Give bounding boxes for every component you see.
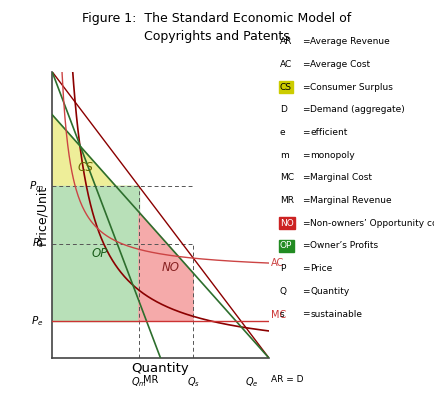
Polygon shape xyxy=(52,115,139,212)
Text: $P_e$: $P_e$ xyxy=(31,314,43,328)
Text: Average Cost: Average Cost xyxy=(310,60,371,69)
Text: =: = xyxy=(302,83,309,92)
Text: Owner’s Profits: Owner’s Profits xyxy=(310,242,378,250)
Text: =: = xyxy=(302,37,309,46)
Text: =: = xyxy=(302,287,309,296)
Text: MR: MR xyxy=(280,196,294,205)
Text: Average Revenue: Average Revenue xyxy=(310,37,390,46)
X-axis label: Quantity: Quantity xyxy=(132,362,190,375)
Text: =: = xyxy=(302,105,309,114)
Text: AR: AR xyxy=(280,37,293,46)
Text: efficient: efficient xyxy=(310,128,348,137)
Text: Non-owners’ Opportunity costs: Non-owners’ Opportunity costs xyxy=(310,219,434,228)
Text: $P_s$: $P_s$ xyxy=(32,237,43,250)
Text: =: = xyxy=(302,60,309,69)
Text: Marginal Revenue: Marginal Revenue xyxy=(310,196,392,205)
Text: =: = xyxy=(302,196,309,205)
Text: =: = xyxy=(302,174,309,182)
Text: $Q_m$: $Q_m$ xyxy=(131,375,147,389)
Text: MC: MC xyxy=(271,310,286,320)
Polygon shape xyxy=(139,212,193,321)
Text: m: m xyxy=(280,151,289,160)
Text: Figure 1:  The Standard Economic Model of: Figure 1: The Standard Economic Model of xyxy=(82,12,352,25)
Text: sustainable: sustainable xyxy=(310,310,362,318)
Text: MC: MC xyxy=(280,174,294,182)
Text: OP: OP xyxy=(280,242,293,250)
Text: CS: CS xyxy=(77,160,93,174)
Text: AC: AC xyxy=(280,60,292,69)
Text: s: s xyxy=(280,310,285,318)
Text: Copyrights and Patents: Copyrights and Patents xyxy=(144,30,290,43)
Text: AR = D: AR = D xyxy=(271,375,304,384)
Text: Marginal Cost: Marginal Cost xyxy=(310,174,372,182)
Text: OP: OP xyxy=(92,247,108,260)
Text: NO: NO xyxy=(280,219,294,228)
Text: =: = xyxy=(302,310,309,318)
Text: $Q_s$: $Q_s$ xyxy=(187,375,200,389)
Text: $Q_e$: $Q_e$ xyxy=(245,375,259,389)
Text: P: P xyxy=(280,264,285,273)
Text: MR: MR xyxy=(143,375,158,385)
Text: NO: NO xyxy=(161,261,179,275)
Text: AC: AC xyxy=(271,258,285,268)
Y-axis label: Price/Unit: Price/Unit xyxy=(35,185,48,245)
Text: e: e xyxy=(280,128,286,137)
Text: D: D xyxy=(280,105,287,114)
Text: Consumer Surplus: Consumer Surplus xyxy=(310,83,393,92)
Text: monopoly: monopoly xyxy=(310,151,355,160)
Text: =: = xyxy=(302,128,309,137)
Text: Demand (aggregate): Demand (aggregate) xyxy=(310,105,405,114)
Text: =: = xyxy=(302,242,309,250)
Text: Q: Q xyxy=(280,287,287,296)
Text: $P_m$: $P_m$ xyxy=(29,179,43,193)
Text: Quantity: Quantity xyxy=(310,287,349,296)
Polygon shape xyxy=(52,186,139,321)
Text: =: = xyxy=(302,151,309,160)
Text: =: = xyxy=(302,264,309,273)
Text: CS: CS xyxy=(280,83,292,92)
Text: =: = xyxy=(302,219,309,228)
Text: Price: Price xyxy=(310,264,332,273)
